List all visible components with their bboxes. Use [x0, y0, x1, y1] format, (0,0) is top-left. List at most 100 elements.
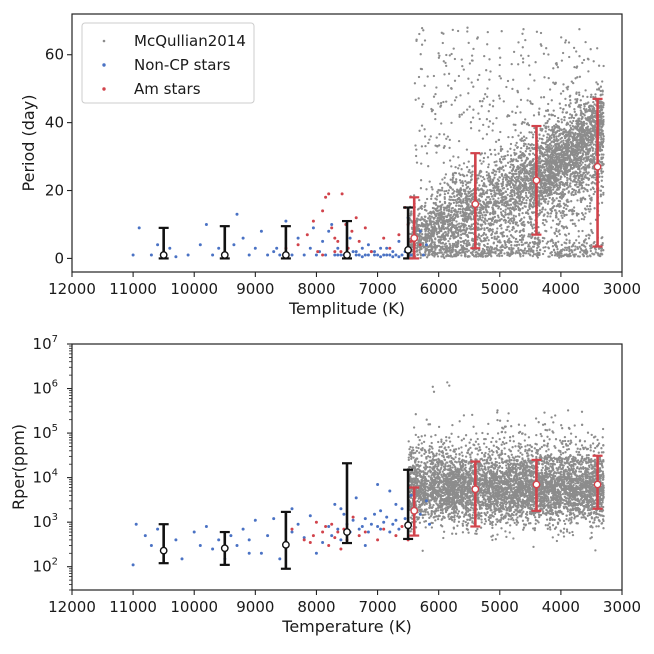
noncp-point — [351, 518, 355, 522]
noncp-point — [397, 255, 401, 259]
noncp-point — [424, 243, 428, 247]
noncp-point — [360, 246, 364, 250]
noncp-point — [266, 534, 270, 538]
period-y-ticks: 0 20 40 60 — [45, 46, 72, 267]
noncp-point — [275, 246, 279, 250]
summary-errorbar — [409, 196, 420, 260]
noncp-point — [418, 229, 422, 233]
noncp-point — [391, 250, 395, 254]
summary-errorbar — [158, 226, 169, 260]
am-point — [340, 192, 344, 196]
noncp-point — [324, 253, 328, 257]
am-point — [311, 534, 315, 538]
y-tick-label: 106 — [33, 379, 58, 398]
x-tick-label: 7000 — [358, 598, 396, 616]
noncp-point — [284, 219, 288, 223]
am-point — [382, 236, 386, 240]
summary-median-marker — [532, 176, 541, 185]
noncp-point — [409, 253, 413, 257]
noncp-point — [385, 253, 389, 257]
am-point — [418, 243, 422, 247]
noncp-point — [131, 253, 135, 257]
noncp-point — [156, 527, 160, 531]
summary-median-marker — [281, 251, 290, 259]
summary-errorbar — [409, 486, 420, 537]
period-series-noncp — [131, 212, 428, 259]
period-x-ticks: 12000 11000 10000 9000 8000 7000 6000 5000 4000 3… — [48, 272, 641, 298]
noncp-point — [391, 255, 395, 259]
noncp-point — [348, 236, 352, 240]
am-point — [357, 239, 361, 243]
noncp-point — [382, 253, 386, 257]
am-point — [311, 219, 315, 223]
noncp-point — [302, 253, 306, 257]
noncp-point — [366, 530, 370, 534]
summary-median-marker — [343, 251, 351, 259]
x-tick-label: 5000 — [481, 280, 519, 298]
noncp-point — [241, 236, 245, 240]
am-point — [336, 530, 340, 534]
period-y-axis-label: Period (day) — [19, 95, 38, 192]
summary-median-marker — [343, 528, 351, 536]
rper-series-noncp — [131, 483, 431, 567]
noncp-point — [339, 507, 343, 511]
am-point — [333, 536, 337, 540]
y-tick-label: 102 — [33, 557, 58, 576]
am-point — [382, 527, 386, 531]
noncp-point — [391, 522, 395, 526]
am-point — [321, 253, 325, 257]
noncp-point — [180, 557, 184, 561]
am-point — [350, 229, 354, 233]
summary-errorbar — [342, 219, 352, 260]
rper-y-ticks: 102 103 104 105 106 107 — [33, 334, 72, 591]
noncp-point — [424, 499, 428, 503]
y-tick-label: 60 — [45, 46, 64, 64]
summary-errorbar — [531, 124, 542, 236]
summary-median-marker — [471, 485, 480, 494]
noncp-point — [409, 493, 413, 497]
summary-errorbar — [592, 454, 603, 510]
summary-errorbar — [219, 530, 230, 566]
noncp-point — [388, 253, 392, 257]
am-point — [321, 530, 325, 534]
noncp-point — [272, 250, 276, 254]
legend-marker-am — [102, 87, 106, 91]
x-tick-label: 12000 — [48, 598, 96, 616]
noncp-point — [247, 551, 251, 555]
legend-label-am: Am stars — [134, 80, 201, 98]
noncp-point — [290, 507, 294, 511]
noncp-point — [336, 253, 340, 257]
noncp-point — [149, 544, 153, 547]
x-tick-label: 8000 — [297, 598, 335, 616]
legend-marker-noncp — [102, 63, 106, 67]
noncp-point — [308, 514, 312, 518]
am-point — [324, 525, 328, 528]
noncp-point — [373, 250, 376, 254]
summary-median-marker — [281, 540, 290, 549]
noncp-point — [217, 538, 221, 542]
noncp-point — [186, 253, 190, 257]
noncp-point — [385, 515, 389, 519]
period-axes-frame — [71, 13, 623, 273]
am-point — [330, 226, 334, 230]
x-tick-label: 7000 — [358, 280, 396, 298]
noncp-point — [388, 530, 392, 534]
noncp-point — [418, 512, 422, 516]
noncp-point — [321, 541, 325, 544]
am-point — [314, 520, 318, 524]
noncp-point — [232, 243, 236, 247]
noncp-point — [336, 527, 340, 531]
noncp-point — [330, 223, 334, 226]
noncp-point — [290, 530, 294, 534]
am-point — [327, 192, 331, 196]
legend-box — [81, 22, 255, 104]
y-tick-label: 104 — [33, 468, 58, 487]
x-tick-label: 5000 — [481, 598, 519, 616]
x-tick-label: 12000 — [48, 280, 96, 298]
legend-item-noncp: Non-CP stars — [102, 56, 231, 74]
am-point — [363, 226, 367, 230]
x-tick-label: 8000 — [297, 280, 335, 298]
am-point — [400, 525, 404, 528]
noncp-point — [400, 507, 404, 511]
am-point — [354, 216, 358, 220]
